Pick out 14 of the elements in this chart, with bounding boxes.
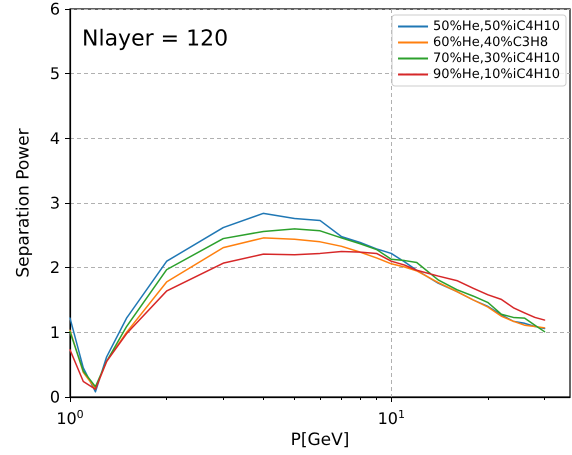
y-tick-label: 0	[50, 388, 60, 406]
legend-label: 70%He,30%iC4H10	[433, 51, 560, 66]
y-tick-label: 3	[50, 194, 60, 212]
legend-label: 60%He,40%C3H8	[433, 35, 548, 50]
annotation: Nlayer = 120	[82, 26, 228, 52]
y-tick-label: 5	[50, 64, 60, 84]
y-tick-label: 6	[50, 0, 60, 18]
y-tick-label: 1	[50, 322, 60, 342]
legend-label: 90%He,10%iC4H10	[433, 67, 560, 82]
y-tick-label: 4	[50, 128, 60, 148]
y-tick-label: 2	[50, 258, 60, 278]
y-axis-title: Separation Power	[14, 128, 34, 278]
legend-label: 50%He,50%iC4H10	[433, 19, 560, 34]
x-axis-title: P[GeV]	[290, 430, 350, 450]
